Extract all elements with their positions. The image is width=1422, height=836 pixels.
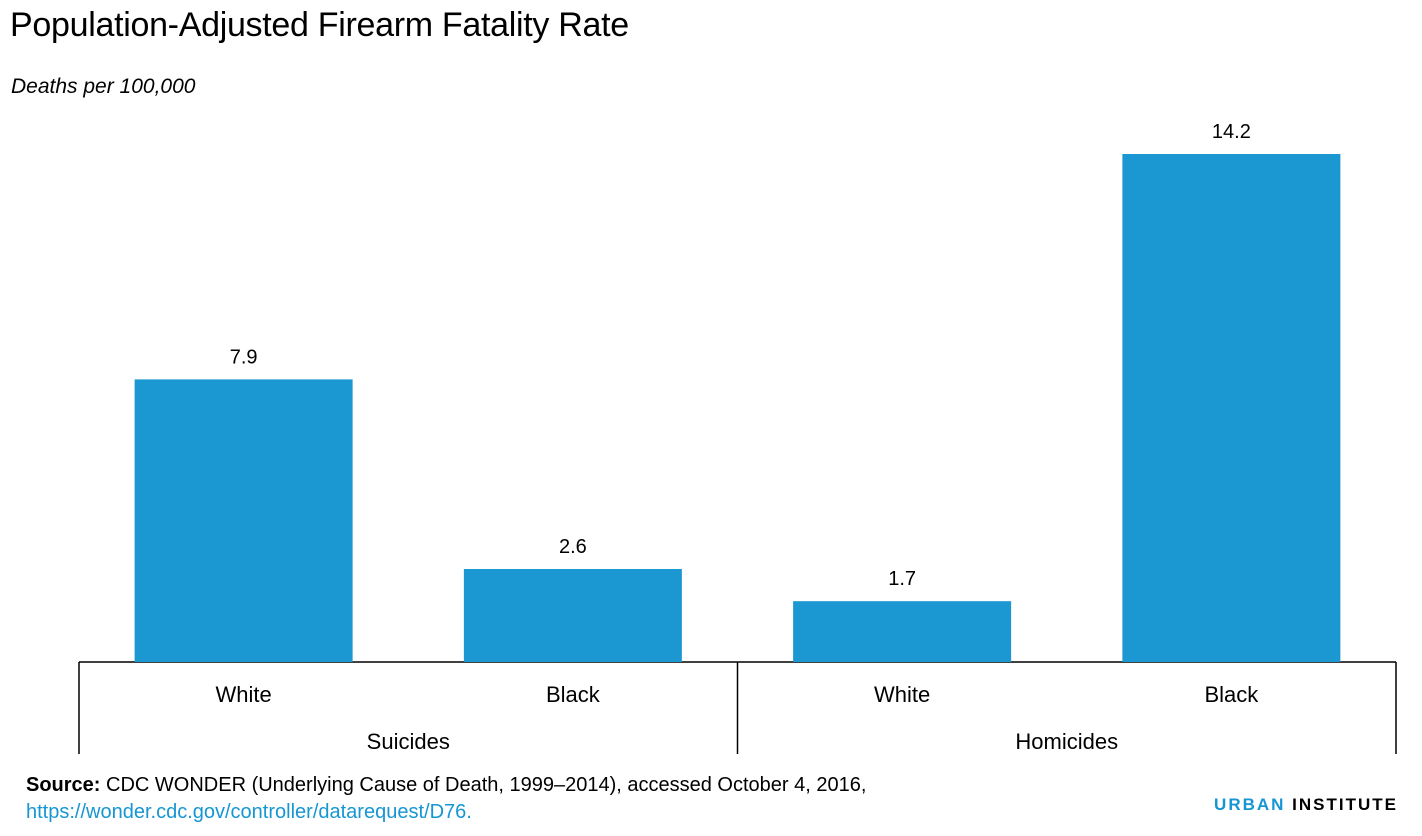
category-label: Black <box>546 682 601 707</box>
bar <box>134 379 353 662</box>
bar-value-label: 1.7 <box>888 568 916 590</box>
urban-institute-logo: URBAN INSTITUTE <box>1214 795 1398 815</box>
category-label: White <box>216 682 272 707</box>
chart-subtitle: Deaths per 100,000 <box>11 75 196 98</box>
bar-value-label: 2.6 <box>559 536 587 558</box>
source-label: Source: <box>26 774 101 796</box>
bar-value-label: 14.2 <box>1212 121 1251 143</box>
chart-title: Population-Adjusted Firearm Fatality Rat… <box>10 6 629 44</box>
source-link[interactable]: https://wonder.cdc.gov/controller/datare… <box>26 801 472 823</box>
bar <box>463 568 682 662</box>
bar <box>793 601 1012 662</box>
bar-value-label: 7.9 <box>230 346 258 368</box>
source-text: CDC WONDER (Underlying Cause of Death, 1… <box>100 774 867 796</box>
category-label: Black <box>1204 682 1259 707</box>
group-label: Homicides <box>1015 729 1118 754</box>
bar <box>1122 154 1341 662</box>
brand-institute: INSTITUTE <box>1285 795 1398 814</box>
brand-urban: URBAN <box>1214 795 1286 814</box>
source-note: Source: CDC WONDER (Underlying Cause of … <box>26 772 866 826</box>
group-label: Suicides <box>367 729 450 754</box>
category-label: White <box>874 682 930 707</box>
